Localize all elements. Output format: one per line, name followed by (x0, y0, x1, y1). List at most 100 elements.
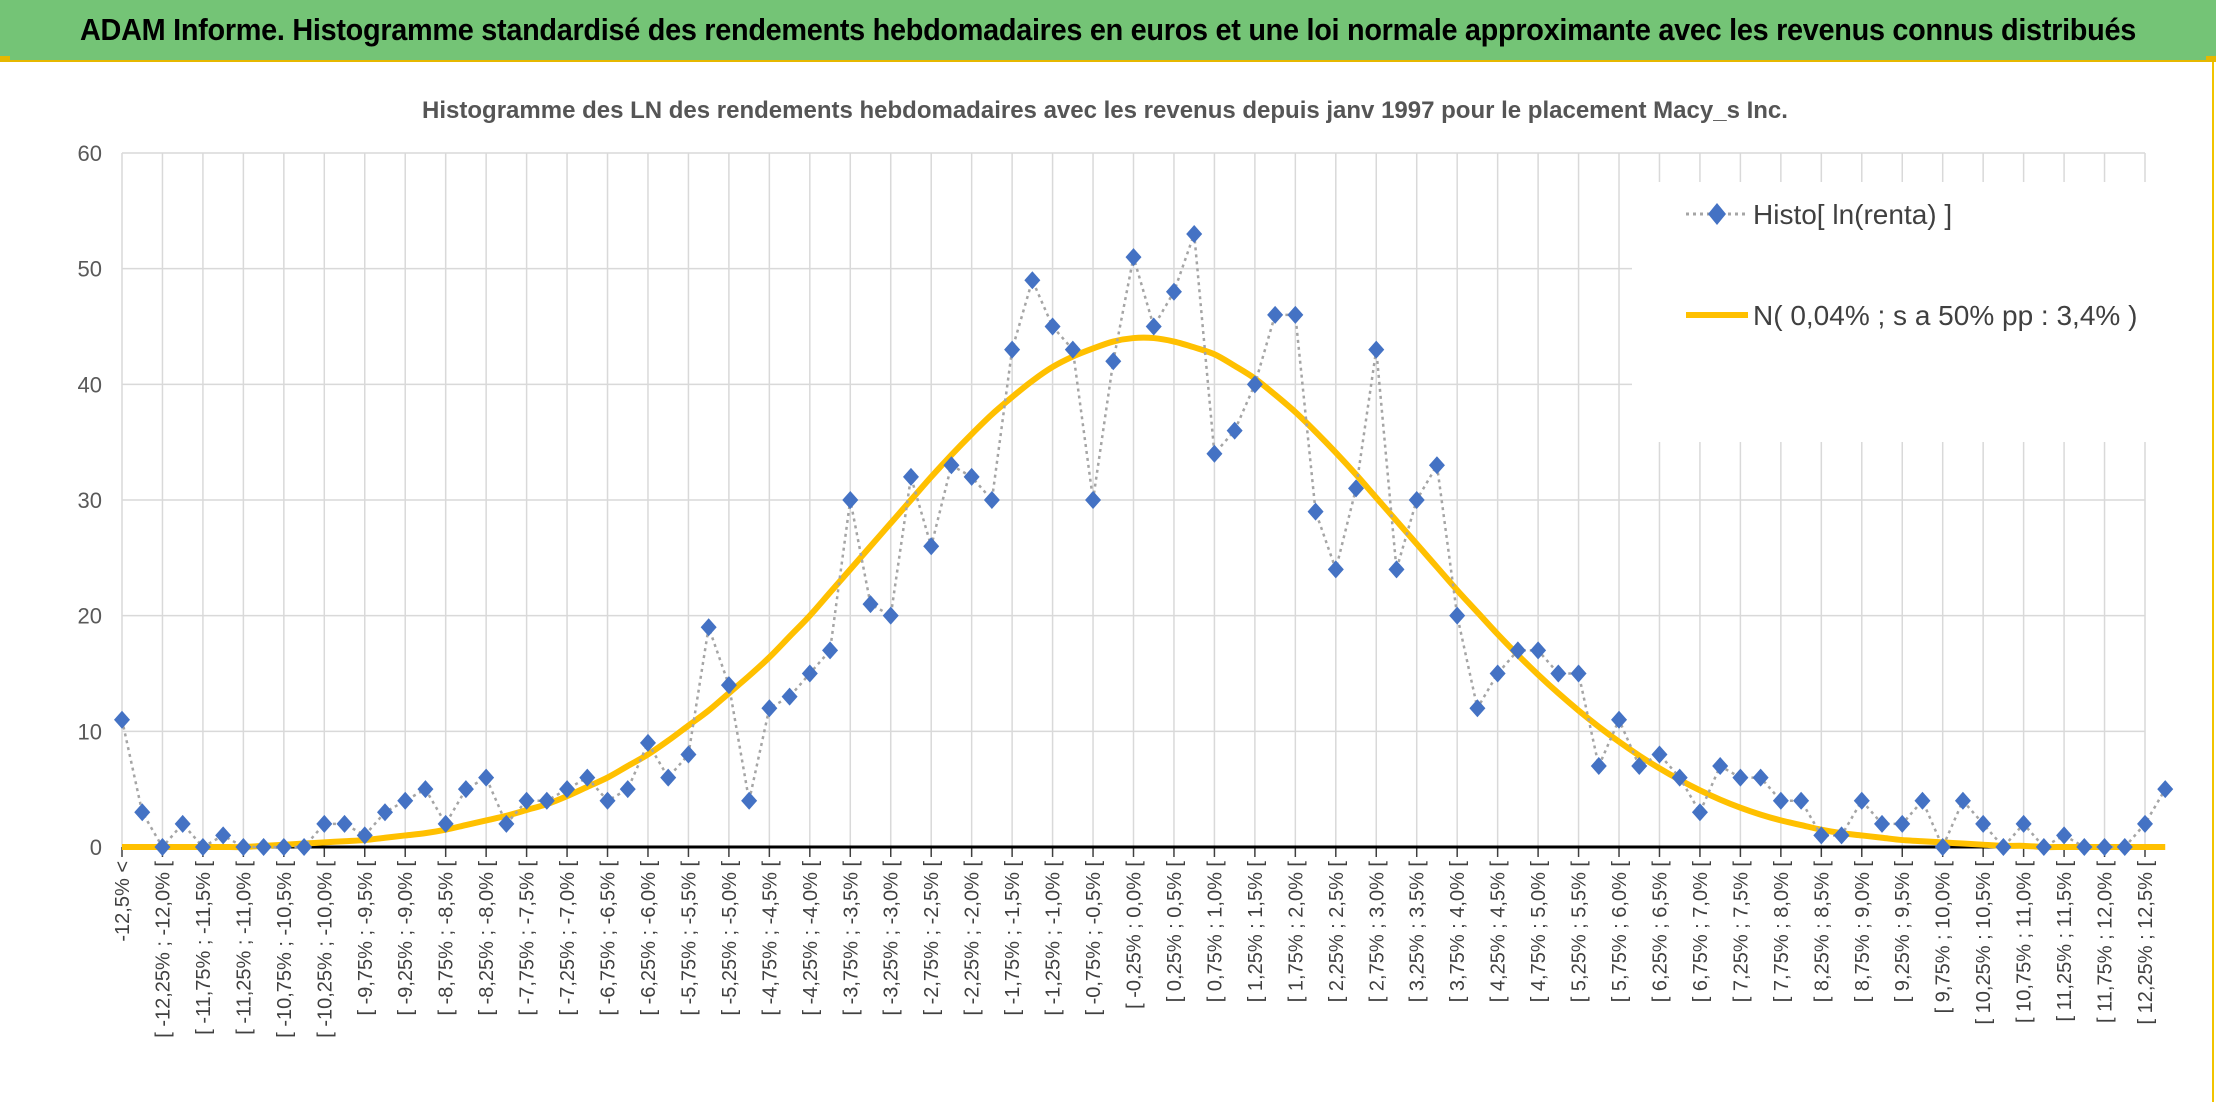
x-tick-label: [ 2,75% ; 3,0% [ (1366, 861, 1388, 1003)
legend-histo-label: Histo[ ln(renta) ] (1753, 199, 1952, 230)
histogram-point (1186, 224, 1203, 243)
histogram-point (1874, 814, 1891, 833)
histogram-point (1125, 248, 1142, 267)
x-tick-label: [ 3,75% ; 4,0% [ (1447, 861, 1469, 1003)
y-tick-label: 0 (90, 835, 102, 860)
x-tick-label: [ 2,25% ; 2,5% [ (1326, 861, 1348, 1003)
banner-title: ADAM Informe. Histogramme standardisé de… (80, 12, 2136, 47)
x-axis: -12,5% < [ -12,25% ; -12,0% [ [ -11,75% ; … (112, 845, 2157, 1038)
histogram-point (1327, 560, 1344, 579)
histogram-chart: Histogramme des LN des rendements hebdom… (78, 97, 2174, 1038)
x-tick-label: [ -10,75% ; -10,5% [ (274, 861, 296, 1038)
histogram-point (1954, 791, 1971, 810)
histogram-point (518, 791, 535, 810)
histogram-point (639, 733, 656, 752)
histogram-point (1287, 305, 1304, 324)
histogram-point (1145, 317, 1162, 336)
x-tick-label: [ -9,25% ; -9,0% [ (395, 861, 417, 1016)
histogram-line (120, 233, 2167, 851)
x-tick-label: [ 1,25% ; 1,5% [ (1245, 861, 1267, 1003)
histogram-point (2116, 838, 2133, 856)
x-tick-label: [ 4,75% ; 5,0% [ (1528, 861, 1550, 1003)
legend: Histo[ ln(renta) ] N( 0,04% ; s a 50% pp… (1632, 182, 2152, 442)
histogram-point (1509, 641, 1526, 660)
histogram-point (2096, 838, 2113, 856)
x-tick-label: [ -0,75% ; -0,5% [ (1083, 861, 1105, 1016)
histogram-point (1833, 826, 1850, 845)
histogram-point (235, 838, 252, 856)
x-tick-label: [ 8,75% ; 9,0% [ (1852, 861, 1874, 1003)
x-tick-label: [ 4,25% ; 4,5% [ (1488, 861, 1510, 1003)
y-tick-label: 50 (78, 257, 102, 282)
histogram-point (1894, 814, 1911, 833)
histogram-point (437, 814, 454, 833)
x-tick-label: [ -8,75% ; -8,5% [ (436, 861, 458, 1016)
histogram-point (1793, 791, 1810, 810)
x-tick-label: [ -4,75% ; -4,5% [ (759, 861, 781, 1016)
histogram-point (174, 814, 191, 833)
x-tick-label: [ -7,75% ; -7,5% [ (517, 861, 539, 1016)
histogram-point (1712, 757, 1729, 776)
x-tick-label: [ 6,75% ; 7,0% [ (1690, 861, 1712, 1003)
histogram-point (700, 618, 717, 637)
histogram-point (1651, 745, 1668, 764)
histogram-point (1246, 375, 1263, 394)
histogram-point (781, 687, 798, 706)
histogram-point (1995, 838, 2012, 856)
histogram-point (1611, 710, 1628, 729)
histogram-point (801, 664, 818, 683)
x-tick-label: [ -12,25% ; -12,0% [ (152, 861, 174, 1038)
histogram-point (376, 803, 393, 822)
x-tick-label: [ -11,75% ; -11,5% [ (193, 861, 215, 1035)
histogram-point (943, 456, 960, 475)
histogram-point (1631, 757, 1648, 776)
x-tick-label: [ 11,75% ; 12,0% [ (2095, 861, 2117, 1023)
histogram-point (822, 641, 839, 660)
histogram-point (882, 606, 899, 625)
x-tick-label: [ 11,25% ; 11,5% [ (2054, 861, 2076, 1022)
histogram-point (1671, 768, 1688, 787)
histogram-point (1085, 491, 1102, 509)
histogram-point (963, 467, 980, 486)
x-tick-label: [ 5,25% ; 5,5% [ (1569, 861, 1591, 1003)
histogram-point (417, 780, 434, 799)
histogram-point (1732, 768, 1749, 787)
histogram-point (498, 814, 515, 833)
x-tick-label: [ 9,75% ; 10,0% [ (1933, 861, 1955, 1014)
x-tick-label: [ -1,75% ; -1,5% [ (1002, 861, 1024, 1016)
histogram-point (1752, 768, 1769, 787)
histogram-point (1348, 479, 1365, 498)
histogram-point (579, 768, 596, 787)
x-tick-label: [ 3,25% ; 3,5% [ (1407, 861, 1429, 1003)
histogram-point (761, 699, 778, 718)
histogram-point (2056, 826, 2073, 845)
histogram-point (680, 745, 697, 764)
x-tick-label: [ -3,75% ; -3,5% [ (840, 861, 862, 1016)
histogram-point (255, 838, 272, 856)
histogram-point (1408, 491, 1425, 509)
histogram-series (114, 224, 2174, 856)
banner: ADAM Informe. Histogramme standardisé de… (0, 0, 2216, 62)
x-tick-label: [ -2,25% ; -2,0% [ (962, 861, 984, 1016)
x-tick-label: [ -5,25% ; -5,0% [ (719, 861, 741, 1016)
histogram-point (457, 780, 474, 799)
histogram-point (1004, 340, 1021, 359)
histogram-point (478, 768, 495, 787)
x-tick-label: -12,5% < (112, 861, 134, 942)
histogram-point (1449, 606, 1466, 625)
x-tick-label: [ 7,75% ; 8,0% [ (1771, 861, 1793, 1003)
x-tick-label: [ -4,25% ; -4,0% [ (800, 861, 822, 1016)
histogram-point (1853, 791, 1870, 810)
x-tick-label: [ 9,25% ; 9,5% [ (1892, 861, 1914, 1003)
histogram-point (1489, 664, 1506, 683)
x-tick-label: [ 10,75% ; 11,0% [ (2014, 861, 2036, 1023)
histogram-point (275, 838, 292, 856)
x-tick-label: [ 5,75% ; 6,0% [ (1609, 861, 1631, 1003)
x-tick-label: [ -8,25% ; -8,0% [ (476, 861, 498, 1016)
x-tick-label: [ 6,25% ; 6,5% [ (1649, 861, 1671, 1003)
histogram-point (1044, 317, 1061, 336)
histogram-point (2137, 814, 2153, 833)
y-tick-label: 60 (78, 141, 102, 166)
histogram-point (1165, 282, 1182, 301)
chart-title: Histogramme des LN des rendements hebdom… (422, 97, 1788, 124)
